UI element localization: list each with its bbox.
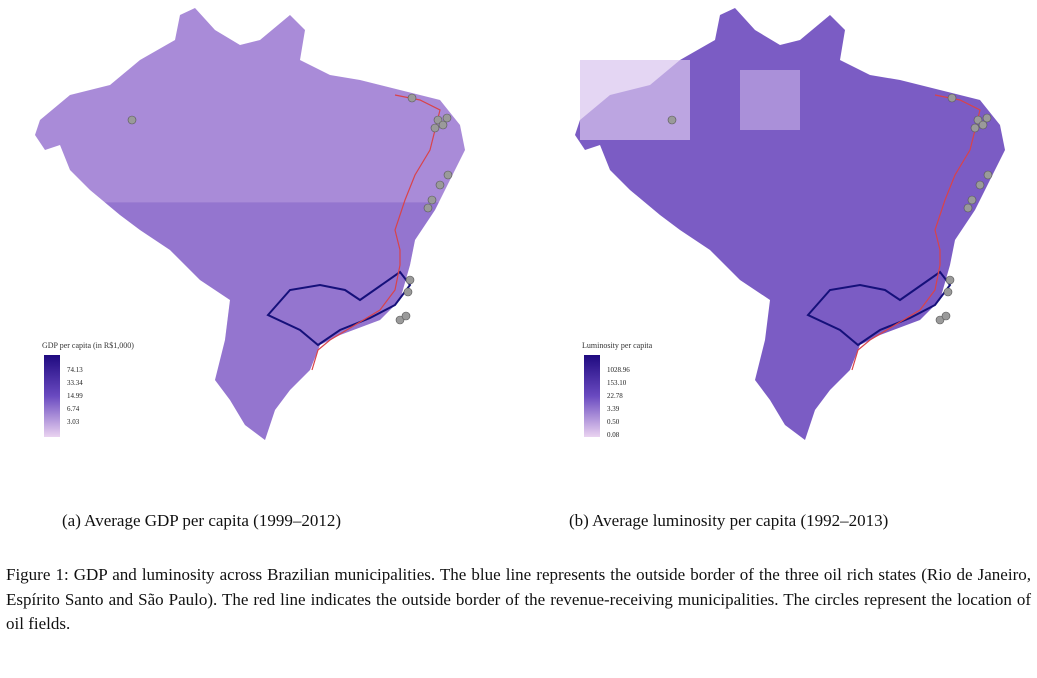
figure-caption: Figure 1: GDP and luminosity across Braz… — [6, 565, 1031, 633]
brazil-map — [575, 8, 1005, 440]
legend-label: 1028.96 — [607, 366, 630, 374]
legend-gdp: GDP per capita (in R$1,000) 74.13 33.34 … — [42, 341, 134, 437]
legend-label: 74.13 — [67, 366, 83, 374]
subcaption-a: (a) Average GDP per capita (1999–2012) — [62, 511, 341, 530]
legend-color-bar — [44, 355, 60, 437]
legend-label: 0.50 — [607, 418, 620, 426]
legend-label: 3.03 — [67, 418, 80, 426]
legend-label: 3.39 — [607, 405, 620, 413]
legend-luminosity: Luminosity per capita 1028.96 153.10 22.… — [582, 341, 653, 439]
legend-label: 22.78 — [607, 392, 623, 400]
legend-label: 153.10 — [607, 379, 627, 387]
map-luminosity-per-capita: Luminosity per capita 1028.96 153.10 22.… — [540, 0, 1037, 470]
legend-label: 0.08 — [607, 431, 620, 439]
low-luminosity-area — [740, 70, 800, 130]
legend-title: GDP per capita (in R$1,000) — [42, 341, 134, 350]
legend-label: 14.99 — [67, 392, 83, 400]
subcaption-b: (b) Average luminosity per capita (1992–… — [569, 511, 889, 530]
low-luminosity-area — [580, 60, 690, 140]
legend-label: 6.74 — [67, 405, 80, 413]
legend-color-bar — [584, 355, 600, 437]
map-gdp-per-capita: GDP per capita (in R$1,000) 74.13 33.34 … — [0, 0, 500, 470]
legend-label: 33.34 — [67, 379, 83, 387]
legend-title: Luminosity per capita — [582, 341, 653, 350]
